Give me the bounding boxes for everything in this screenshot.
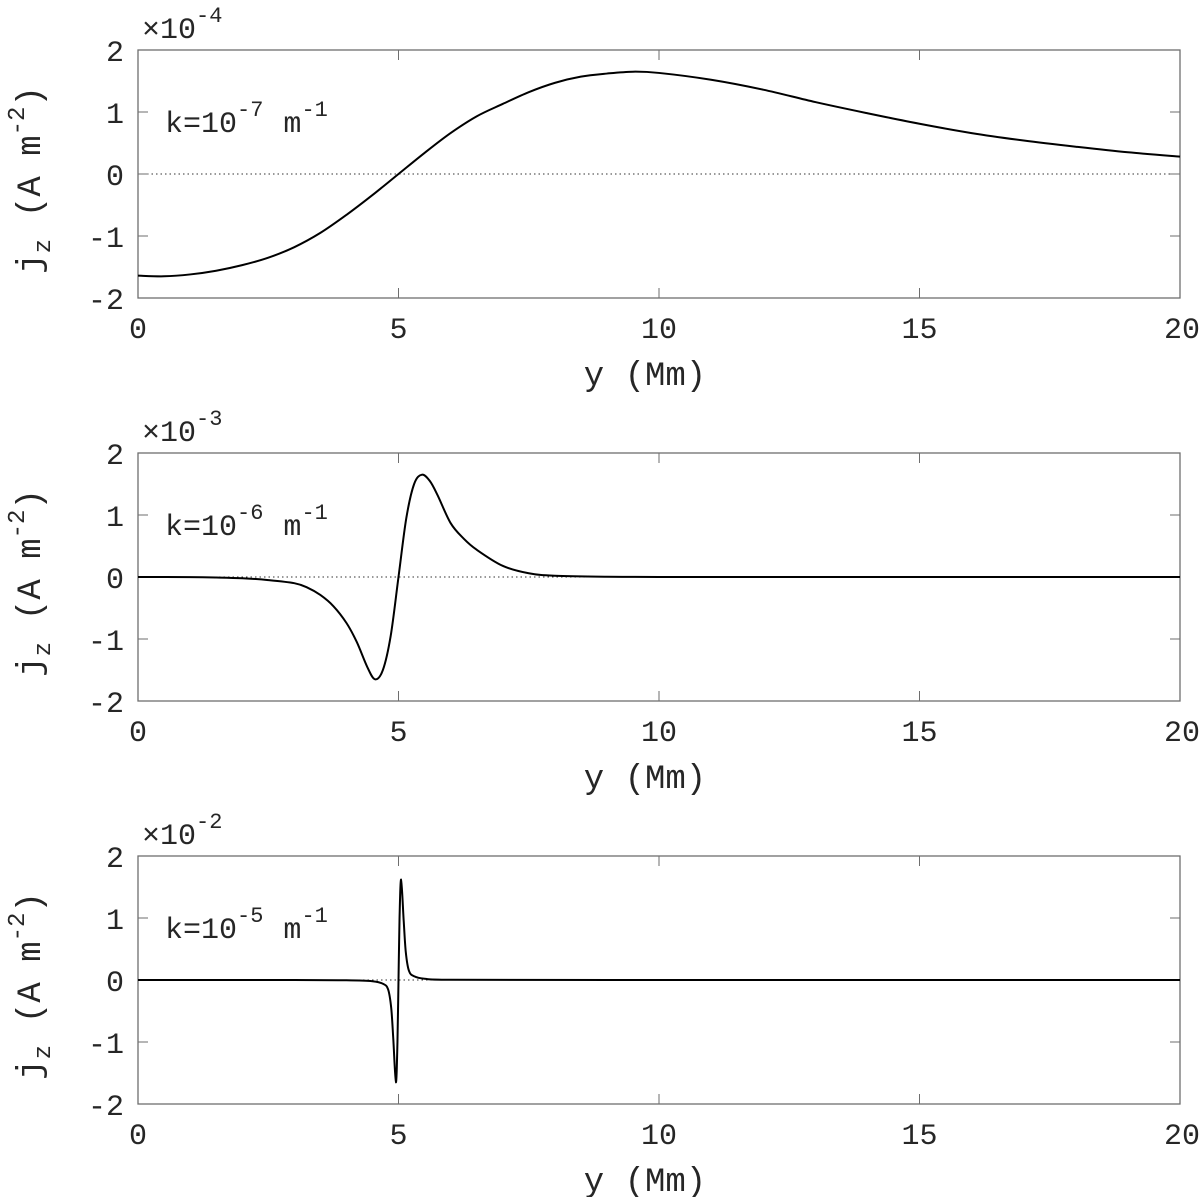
x-tick-label: 5	[389, 717, 407, 751]
y-tick-label: 2	[106, 440, 124, 474]
panel-3: 0 5 10 15 20 -2 -1 0 1 2 ×10-2 k=10-5 m-1 y (Mm) jz(A …	[5, 810, 1200, 1197]
x-tick-label: 20	[1164, 1120, 1200, 1154]
y-tick-label: 1	[106, 502, 124, 536]
y-tick-label: 2	[106, 37, 124, 71]
y-tick-label: -2	[88, 285, 124, 319]
panel-2: 0 5 10 15 20 -2 -1 0 1 2 ×10-3 k=10-6 m-1 y (Mm) jz(A …	[5, 407, 1200, 799]
x-tick-label: 10	[641, 314, 677, 348]
x-tick-label: 10	[641, 717, 677, 751]
current-density-curve	[137, 473, 1180, 681]
scale-factor-label: ×10-4	[142, 4, 222, 48]
x-axis-label: y (Mm)	[584, 761, 706, 799]
x-tick-label: 0	[129, 314, 147, 348]
x-tick-label: 0	[129, 1120, 147, 1154]
y-tick-label: 2	[106, 843, 124, 877]
x-tick-label: 20	[1164, 717, 1200, 751]
y-tick-label: 0	[106, 161, 124, 195]
x-tick-label: 15	[901, 314, 937, 348]
x-tick-label: 20	[1164, 314, 1200, 348]
y-tick-label: -1	[88, 223, 124, 257]
y-axis-label: jz(A m-2)	[5, 86, 58, 274]
x-tick-label: 5	[389, 314, 407, 348]
scale-factor-label: ×10-3	[142, 407, 222, 451]
x-tick-label: 0	[129, 717, 147, 751]
wavenumber-annotation: k=10-5 m-1	[165, 904, 328, 948]
axes-frame	[137, 49, 1181, 299]
y-tick-label: 1	[106, 99, 124, 133]
x-tick-label: 5	[389, 1120, 407, 1154]
x-tick-label: 10	[641, 1120, 677, 1154]
wavenumber-annotation: k=10-6 m-1	[165, 501, 328, 545]
y-tick-label: 0	[106, 564, 124, 598]
x-axis-label: y (Mm)	[584, 1164, 706, 1197]
panel-1: 0 5 10 15 20 -2 -1 0 1 2 ×10-4 k=10-7 m-1 y (Mm) jz(A …	[5, 4, 1200, 396]
scale-factor-label: ×10-2	[142, 810, 222, 854]
x-tick-label: 15	[901, 717, 937, 751]
y-tick-label: -1	[88, 626, 124, 660]
x-tick-label: 15	[901, 1120, 937, 1154]
y-axis-label: jz(A m-2)	[5, 489, 58, 677]
current-density-curve	[137, 70, 1181, 278]
y-tick-label: 0	[106, 967, 124, 1001]
y-tick-label: 1	[106, 905, 124, 939]
y-tick-label: -1	[88, 1029, 124, 1063]
y-tick-label: -2	[88, 1091, 124, 1125]
current-density-curve	[137, 878, 1180, 1084]
wavenumber-annotation: k=10-7 m-1	[165, 98, 328, 142]
y-tick-label: -2	[88, 688, 124, 722]
y-axis-label: jz(A m-2)	[5, 892, 58, 1080]
x-axis-label: y (Mm)	[584, 358, 706, 396]
